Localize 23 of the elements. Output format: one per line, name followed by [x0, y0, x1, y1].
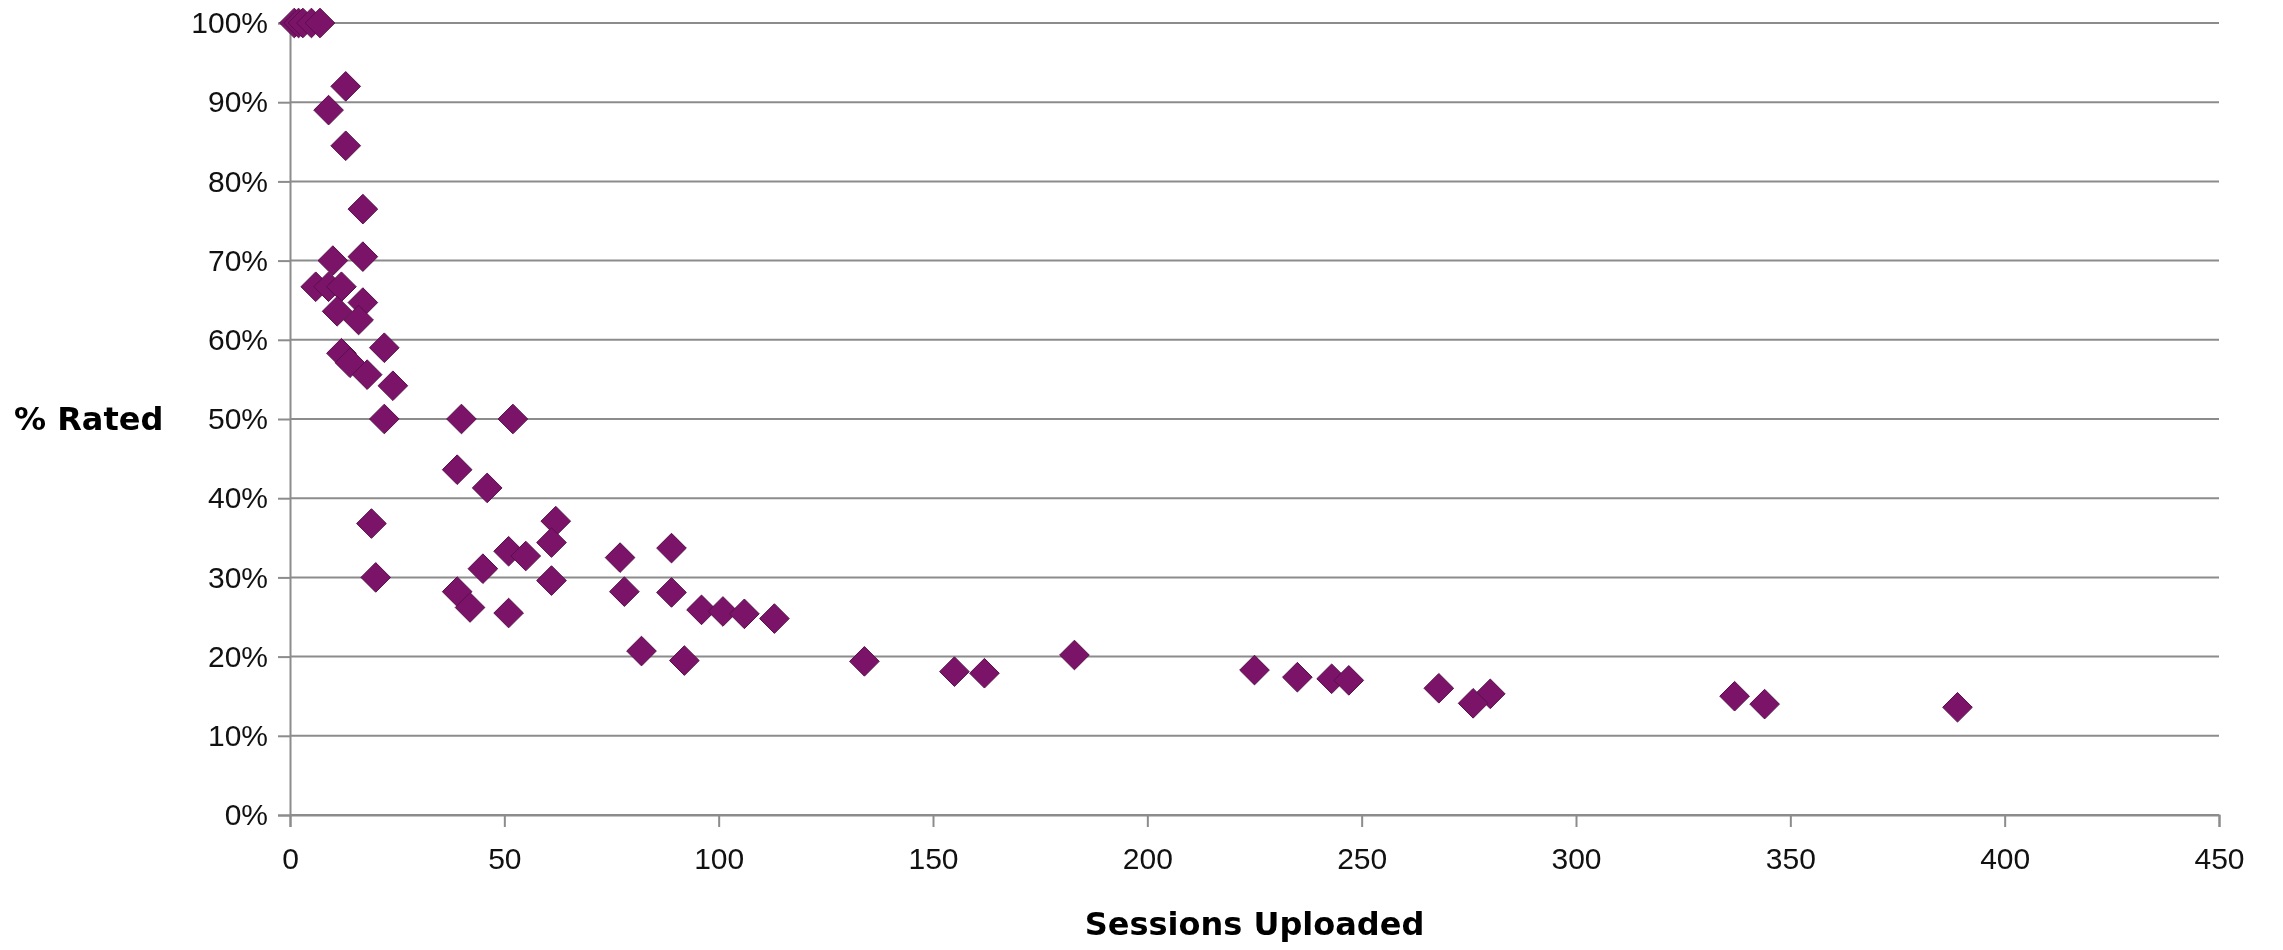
- x-tick-label: 400: [1980, 842, 2031, 875]
- y-tick-label: 0%: [224, 798, 268, 832]
- x-tick-label: 150: [908, 842, 959, 875]
- y-tick-label: 30%: [207, 560, 268, 594]
- x-tick-label: 100: [694, 842, 745, 875]
- x-tick-label: 0: [282, 842, 299, 875]
- y-tick-label: 100%: [191, 6, 268, 40]
- x-tick-label: 350: [1765, 842, 1816, 875]
- x-axis-title: Sessions Uploaded: [1084, 905, 1425, 943]
- x-tick-label: 450: [2194, 842, 2245, 875]
- y-tick-label: 10%: [207, 718, 268, 752]
- x-tick-label: 300: [1551, 842, 1602, 875]
- y-tick-label: 70%: [207, 243, 268, 277]
- y-tick-label: 60%: [207, 322, 268, 356]
- x-tick-label: 50: [488, 842, 522, 875]
- x-tick-label: 250: [1337, 842, 1388, 875]
- y-tick-label: 20%: [207, 639, 268, 673]
- y-tick-label: 90%: [207, 85, 268, 119]
- y-tick-label: 80%: [207, 164, 268, 198]
- y-tick-label: 40%: [207, 481, 268, 515]
- x-tick-label: 200: [1122, 842, 1173, 875]
- y-axis-title: % Rated: [14, 400, 164, 439]
- y-tick-label: 50%: [207, 402, 268, 436]
